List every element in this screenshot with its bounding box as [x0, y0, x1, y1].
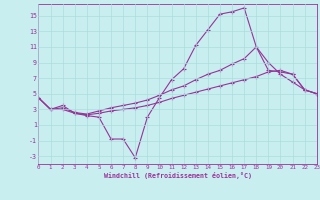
X-axis label: Windchill (Refroidissement éolien,°C): Windchill (Refroidissement éolien,°C)	[104, 172, 252, 179]
